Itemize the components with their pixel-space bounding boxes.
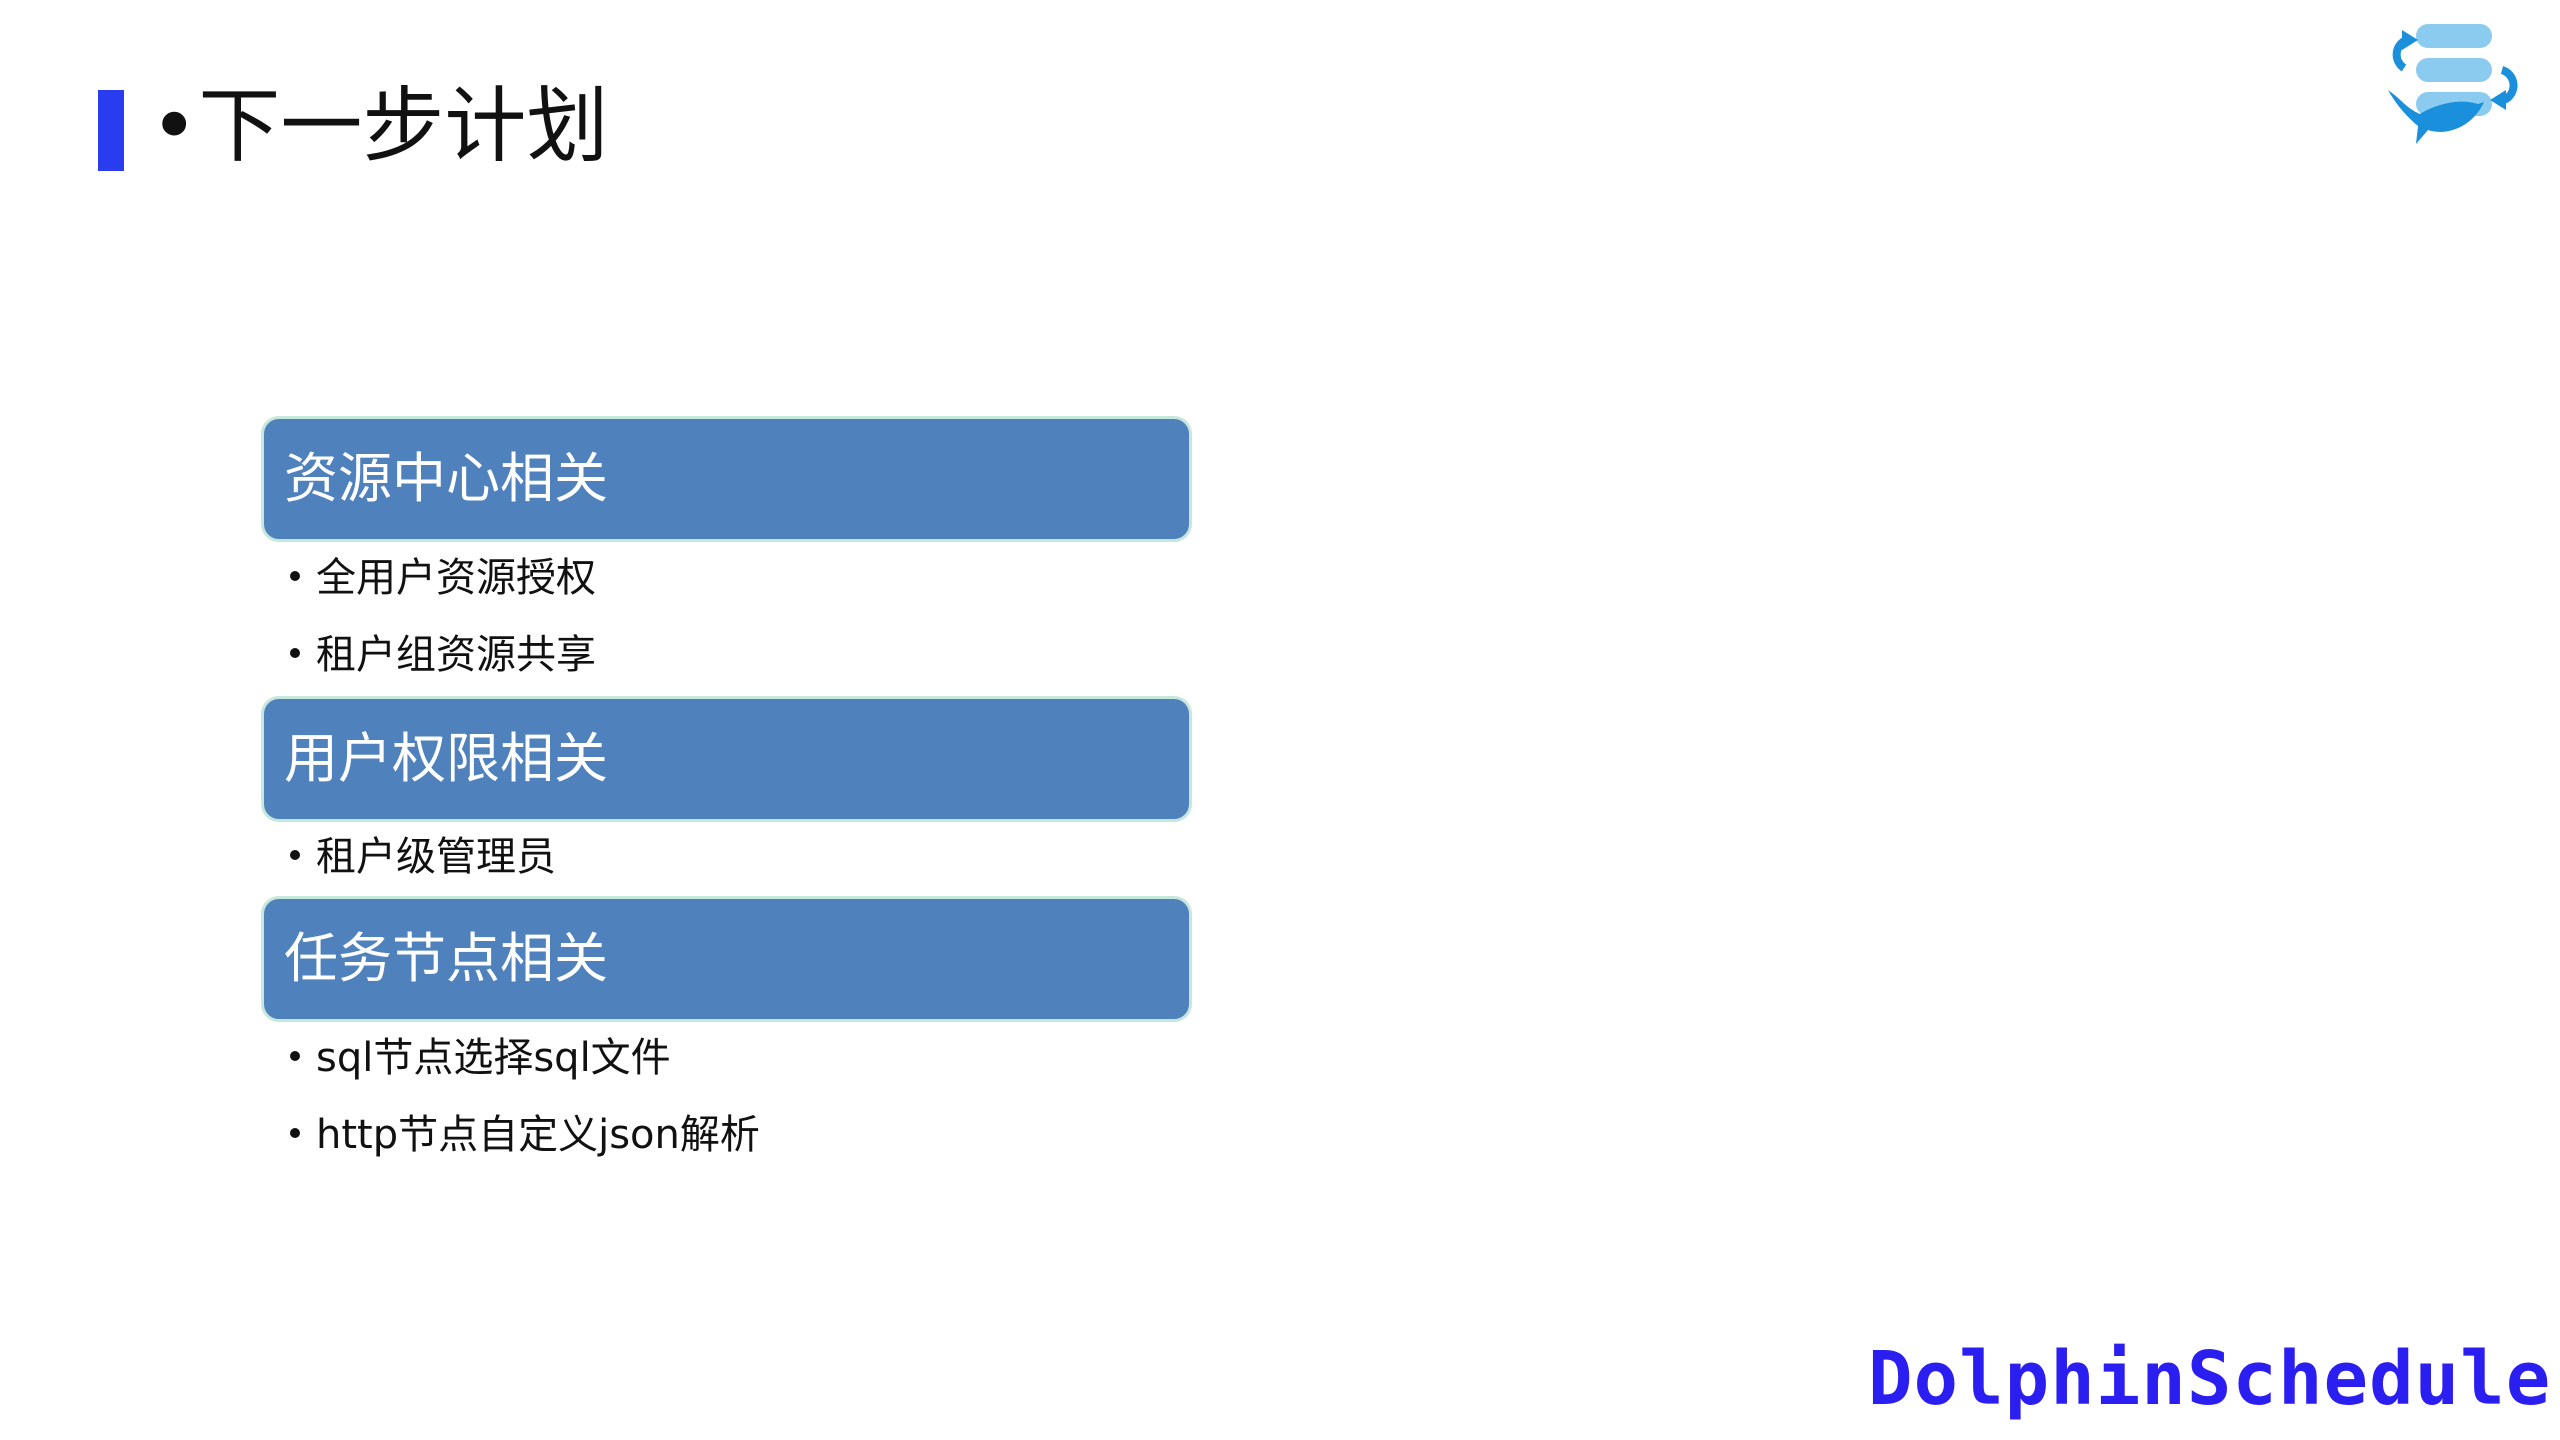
section-heading: 资源中心相关	[284, 447, 608, 510]
list-item-text: http节点自定义json解析	[316, 1112, 760, 1158]
section-heading: 用户权限相关	[284, 727, 608, 790]
bullet	[290, 1128, 300, 1138]
list-item: 租户组资源共享	[290, 630, 596, 680]
section-header-task-nodes: 任务节点相关	[261, 896, 1192, 1022]
list-item: 全用户资源授权	[290, 553, 596, 603]
bullet	[290, 571, 300, 581]
list-item: 租户级管理员	[290, 832, 556, 882]
section-heading: 任务节点相关	[284, 927, 608, 990]
title-accent-bar	[98, 90, 124, 171]
list-item-text: sql节点选择sql文件	[316, 1035, 671, 1081]
list-item-text: 租户组资源共享	[316, 632, 596, 678]
list-item-text: 租户级管理员	[316, 834, 556, 880]
list-item: http节点自定义json解析	[290, 1110, 760, 1160]
section-header-user-permissions: 用户权限相关	[261, 696, 1192, 822]
bullet	[290, 648, 300, 658]
list-item-text: 全用户资源授权	[316, 555, 596, 601]
page-title: •下一步计划	[150, 79, 609, 174]
section-header-resource-center: 资源中心相关	[261, 416, 1192, 542]
list-item: sql节点选择sql文件	[290, 1033, 671, 1083]
bullet	[290, 1051, 300, 1061]
bullet	[290, 850, 300, 860]
brand-logo-text: DolphinScheduler	[1868, 1336, 2560, 1422]
dolphin-database-icon	[2388, 24, 2518, 144]
